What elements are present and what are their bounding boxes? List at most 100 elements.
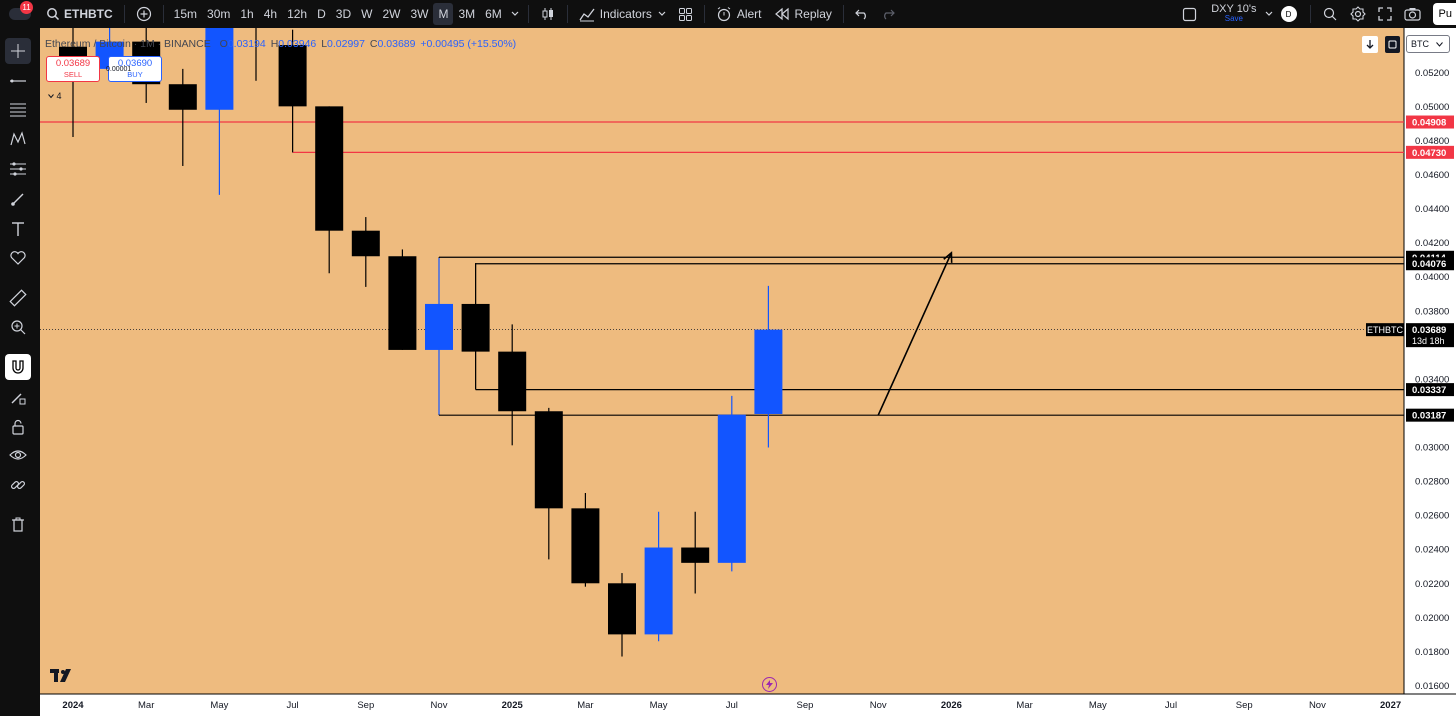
eye-icon: [9, 450, 27, 460]
toolbar-right: DXY 10's Save D Pu: [1176, 0, 1456, 28]
trade-buttons: 0.03689 SELL 0.03690 BUY: [46, 56, 162, 82]
templates-button[interactable]: [672, 3, 699, 25]
rewind-icon: [774, 7, 789, 21]
interval-30m[interactable]: 30m: [207, 7, 231, 21]
chart-type-button[interactable]: [534, 3, 562, 25]
quick-search-button[interactable]: [1316, 3, 1344, 25]
divider: [527, 5, 529, 23]
measure-tool[interactable]: [5, 285, 31, 311]
arrow-down-icon: [1366, 40, 1374, 49]
crosshair-tool[interactable]: [5, 38, 31, 64]
price-chart[interactable]: 0.01600 0.01800 0.02000 0.02200 0.02400 0.026…: [40, 28, 1456, 716]
interval-3m[interactable]: 3M: [458, 7, 476, 21]
replay-button[interactable]: Replay: [768, 3, 838, 25]
price-tick-3: 0.02200: [1415, 579, 1449, 590]
trend-line-tool[interactable]: [5, 68, 31, 94]
stay-drawing-tool[interactable]: [5, 384, 31, 410]
brush-icon: [11, 193, 24, 206]
chart-settings-button[interactable]: [1385, 36, 1400, 53]
pencil-lock-icon: [11, 393, 26, 405]
icon-tool[interactable]: [5, 245, 31, 271]
interval-15m[interactable]: 15m: [173, 7, 198, 21]
zoom-tool[interactable]: [5, 314, 31, 340]
interval-1h[interactable]: 1h: [240, 7, 254, 21]
text-tool[interactable]: [5, 216, 31, 242]
scroll-to-bottom-button[interactable]: [1362, 36, 1378, 53]
redo-button[interactable]: [875, 3, 901, 25]
time-ticks: 2024 Mar May Jul Sep Nov 2025 Mar May Jul Sep Nov 20…: [62, 700, 1401, 711]
pattern-icon: [10, 131, 26, 146]
price-label-box-4: [1406, 383, 1454, 397]
compare-button[interactable]: [130, 3, 158, 25]
price-label-box-0: [1406, 115, 1454, 129]
layout-name[interactable]: DXY 10's Save: [1211, 4, 1256, 24]
events-icon[interactable]: [762, 677, 777, 692]
candle-body-13: [534, 411, 563, 509]
tv-logo-icon: [50, 669, 71, 682]
chevron-down-icon[interactable]: [1265, 11, 1273, 17]
time-tick-10: Sep: [797, 700, 814, 711]
legend-low: L0.02997: [321, 38, 365, 50]
candle-body-6: [278, 45, 307, 107]
interval-3d[interactable]: 3D: [335, 7, 352, 21]
alert-button[interactable]: Alert: [710, 3, 768, 25]
line-tool-icon: [10, 79, 26, 83]
save-label: Save: [1224, 14, 1243, 23]
buy-button[interactable]: 0.03690 BUY: [108, 56, 162, 82]
divider: [123, 5, 125, 23]
currency-selector[interactable]: BTC: [1406, 35, 1450, 53]
link-tool[interactable]: [5, 472, 31, 498]
arrow-shaft[interactable]: [877, 252, 953, 416]
candle-body-15: [608, 583, 636, 635]
settings-button[interactable]: [1344, 3, 1372, 25]
magnet-tool[interactable]: [5, 354, 31, 380]
indicators-button[interactable]: Indicators: [573, 3, 672, 25]
trash-icon: [12, 517, 24, 532]
sell-button[interactable]: 0.03689 SELL: [46, 56, 100, 82]
symbol-search[interactable]: ETHBTC: [40, 3, 119, 25]
interval-4h[interactable]: 4h: [263, 7, 278, 21]
price-axis[interactable]: [1404, 28, 1456, 694]
time-axis[interactable]: [40, 694, 1456, 716]
snapshot-button[interactable]: [1398, 3, 1427, 25]
lock-tool[interactable]: [5, 414, 31, 440]
avatar[interactable]: D: [1280, 6, 1297, 22]
undo-button[interactable]: [849, 3, 875, 25]
interval-12h[interactable]: 12h: [287, 7, 308, 21]
interval-d[interactable]: D: [317, 7, 326, 21]
plot-background: [40, 28, 1404, 694]
remove-tool[interactable]: [5, 512, 31, 538]
lock-icon: [12, 419, 24, 435]
price-labels: 0.049080.047300.041140.040760.033370.031…: [1366, 115, 1454, 422]
alarm-clock-icon: [717, 7, 731, 22]
price-tick-0: 0.01600: [1415, 681, 1449, 692]
interval-w[interactable]: W: [361, 7, 373, 21]
publish-button[interactable]: Pu: [1432, 3, 1456, 25]
drawing-toolbar: [0, 28, 40, 716]
fib-tool[interactable]: [5, 97, 31, 123]
forecast-tool[interactable]: [5, 156, 31, 182]
alert-label: Alert: [736, 7, 762, 21]
interval-6m[interactable]: 6M: [485, 7, 502, 21]
menu-button[interactable]: 11: [0, 0, 40, 28]
divider: [566, 5, 568, 23]
hide-tool[interactable]: [5, 442, 31, 468]
divider: [703, 5, 705, 23]
layout-button[interactable]: [1176, 3, 1203, 25]
spread-value: 0.00001: [106, 66, 132, 73]
legend-close: C0.03689: [369, 38, 416, 50]
camera-icon: [1403, 8, 1421, 21]
interval-3w[interactable]: 3W: [410, 7, 429, 21]
brush-tool[interactable]: [5, 186, 31, 212]
interval-2w[interactable]: 2W: [382, 7, 401, 21]
interval-dropdown[interactable]: [507, 3, 523, 25]
pattern-tool[interactable]: [5, 126, 31, 152]
divider: [1309, 5, 1311, 23]
indicator-count: 4: [56, 91, 62, 101]
undo-icon: [855, 9, 866, 20]
fullscreen-button[interactable]: [1372, 3, 1398, 25]
indicator-toggle[interactable]: 4: [48, 91, 62, 101]
interval-m[interactable]: M: [433, 3, 454, 25]
time-tick-2: May: [210, 700, 228, 711]
price-tick-1: 0.01800: [1415, 647, 1449, 658]
